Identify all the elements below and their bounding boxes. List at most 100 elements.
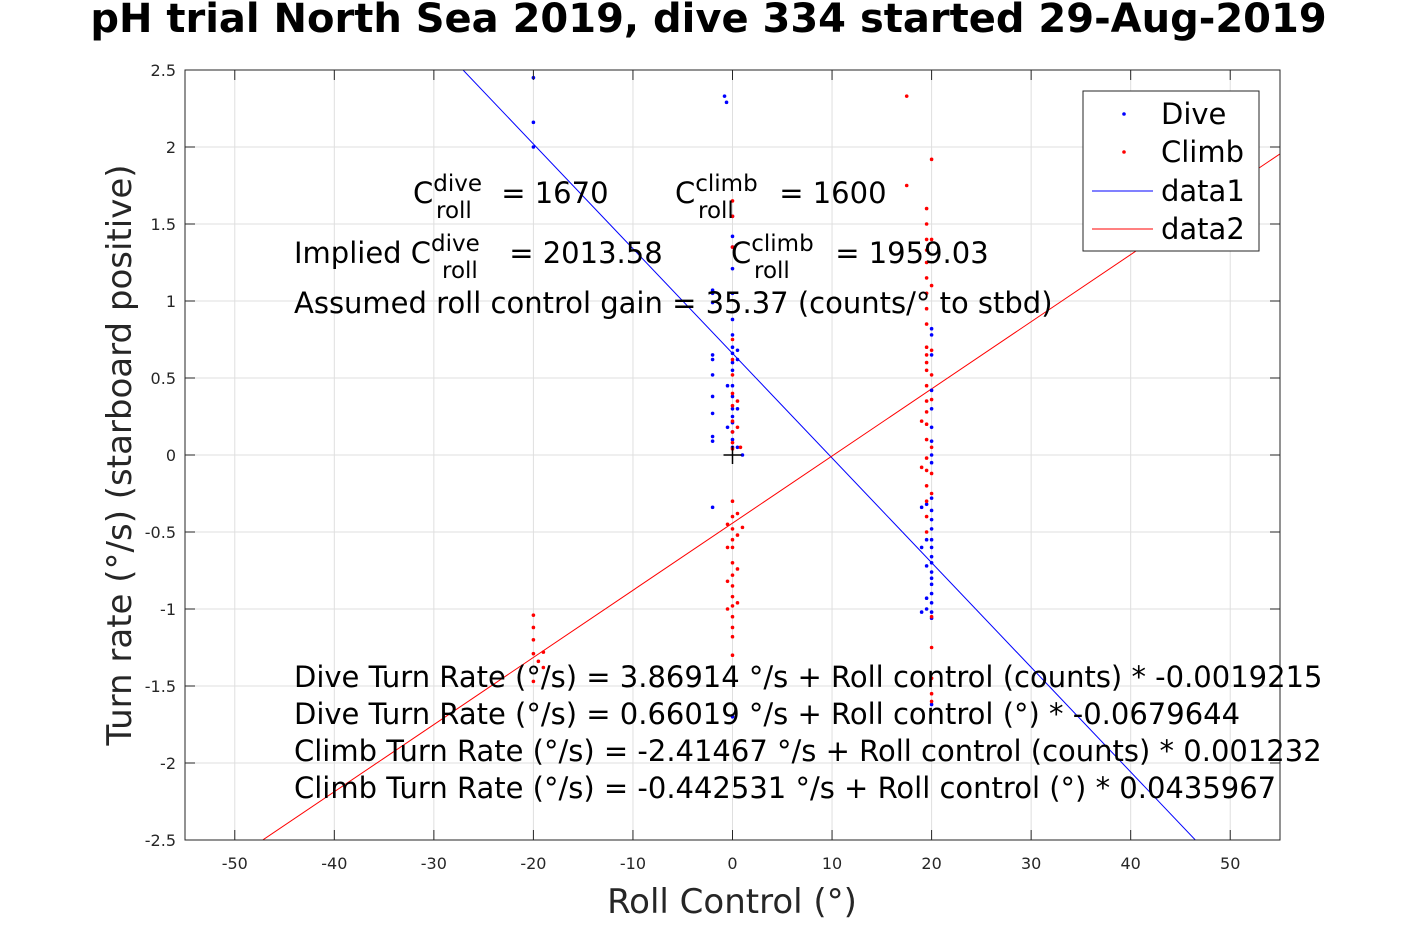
data-point-climb [531,679,536,684]
data-point-climb [730,391,735,396]
x-tick-label: 0 [727,854,737,873]
data-point-climb [924,383,929,388]
data-point-dive [730,291,735,296]
data-point-dive [730,266,735,271]
annotation-implied-climb: Cclimb roll = 1959.03 [731,231,989,284]
x-tick-label: 40 [1121,854,1141,873]
data-point-dive [740,453,745,457]
legend-entry-dive: Dive [1161,97,1226,131]
data-point-dive [730,383,735,388]
data-point-climb [929,699,934,704]
x-tick-label: -10 [620,854,646,873]
data-point-climb [924,456,929,460]
y-tick-label: -1.5 [145,677,176,696]
data-point-climb [531,651,536,656]
data-point-climb [929,691,934,696]
data-point-dive [710,291,715,296]
data-point-dive [730,234,735,239]
data-point-climb [904,94,909,98]
data-point-climb [531,638,536,642]
data-point-climb [929,614,934,619]
data-point-dive [730,407,735,411]
data-point-climb [730,214,735,219]
data-point-dive [730,360,735,365]
data-point-dive [710,411,715,416]
y-tick-label: 1.5 [151,215,176,234]
data-point-climb [725,607,730,611]
legend-entry-climb: Climb [1161,135,1244,169]
x-tick-label: 50 [1220,854,1240,873]
data-point-climb [924,306,929,311]
equation-climb-degrees: Climb Turn Rate (°/s) = -0.442531 °/s + … [294,771,1276,805]
data-point-climb [929,645,934,650]
data-point-dive [929,453,934,457]
data-point-climb [730,419,735,423]
data-point-dive [929,545,934,550]
data-point-dive [929,388,934,393]
data-point-climb [730,634,735,639]
data-point-climb [725,579,730,584]
data-point-dive [929,326,934,331]
data-point-climb [924,237,929,242]
data-point-climb [730,604,735,608]
data-point-dive [929,425,934,430]
data-point-dive [735,348,740,353]
data-point-climb [924,399,929,403]
data-point-climb [924,499,929,504]
data-point-climb [929,676,934,681]
data-point-dive [929,554,934,559]
data-point-climb [735,533,740,537]
data-point-climb [531,625,536,630]
data-point-climb [929,491,934,496]
data-point-climb [735,601,740,605]
data-point-dive [730,715,735,719]
y-tick-label: -1 [160,600,176,619]
legend-box [1082,90,1260,252]
data-point-dive [730,394,735,399]
data-point-climb [730,440,735,445]
data-point-climb [730,537,735,542]
data-point-dive [924,537,929,542]
data-point-climb [929,348,934,353]
annotation-c-roll-climb: Cclimb roll = 1600 [675,171,887,224]
data-point-dive [919,545,924,550]
data-point-dive [730,351,735,356]
data-point-dive [924,607,929,611]
annotation-c-roll-dive: Cdive roll = 1670 [413,171,609,224]
annotation-implied-dive: Implied Cdive roll = 2013.58 [294,231,663,284]
data-point-dive [929,407,934,411]
data-point-climb [924,484,929,488]
data-point-dive [919,610,924,614]
data-point-dive [735,407,740,411]
data-point-climb [730,199,735,203]
data-point-dive [724,100,729,105]
data-point-dive [929,601,934,605]
data-point-climb [929,157,934,162]
data-point-dive [730,368,735,373]
data-point-dive [929,460,934,465]
data-point-dive [730,345,735,350]
data-point-climb [735,425,740,430]
data-point-climb [730,584,735,588]
legend-marker-climb [1122,150,1126,154]
data-point-climb [924,360,929,365]
data-point-climb [730,245,735,249]
data-point-climb [730,430,735,434]
data-point-dive [929,591,934,596]
data-point-climb [531,613,536,617]
data-point-dive [710,439,715,443]
data-point-dive [735,357,740,362]
origin-marker [723,446,742,464]
data-point-climb [730,337,735,342]
data-point-dive [730,333,735,337]
data-point-climb [924,276,929,280]
y-tick-label: 1 [166,292,176,311]
data-point-climb [929,471,934,476]
x-tick-label: 10 [822,854,842,873]
data-point-climb [730,561,735,565]
data-point-dive [710,300,715,305]
x-tick-label: -30 [421,854,447,873]
legend-marker-dive [1122,112,1126,116]
data-point-climb [904,183,909,188]
equation-climb-counts: Climb Turn Rate (°/s) = -2.41467 °/s + R… [294,734,1322,768]
